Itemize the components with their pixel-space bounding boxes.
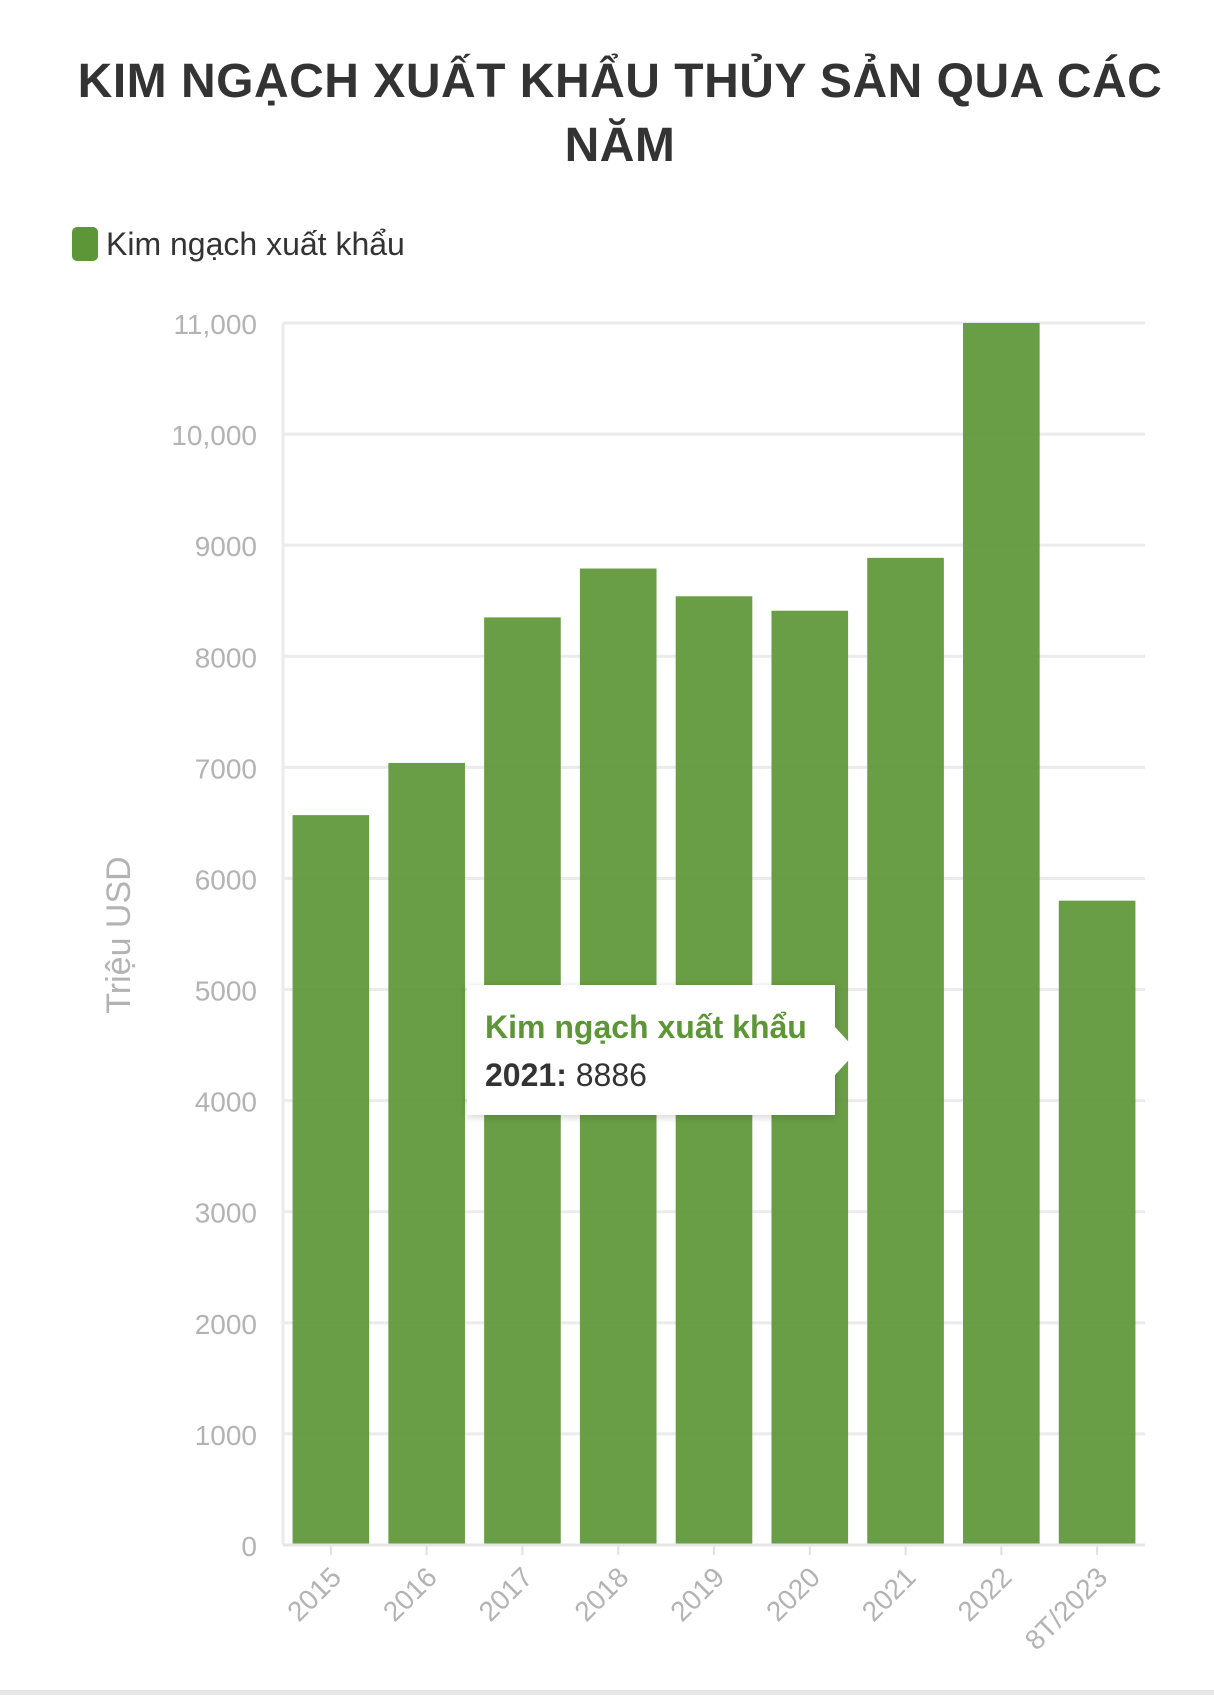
y-tick-label: 9000 (195, 531, 257, 562)
x-tick-label: 2020 (760, 1561, 826, 1627)
y-tick-label: 5000 (195, 976, 257, 1007)
tooltip-category: 2021: (485, 1057, 567, 1093)
bar-2016[interactable] (388, 762, 465, 1545)
x-tick-label: 2022 (952, 1561, 1018, 1627)
bars (292, 323, 1136, 1545)
x-tick-label: 2016 (377, 1561, 443, 1627)
chart-title: KIM NGẠCH XUẤT KHẨU THỦY SẢN QUA CÁC NĂM (77, 55, 1163, 172)
y-tick-label: 10,000 (171, 420, 257, 451)
bar-2022[interactable] (963, 323, 1040, 1545)
legend-label: Kim ngạch xuất khẩu (106, 225, 405, 262)
tooltip-series-name: Kim ngạch xuất khẩu (485, 1009, 807, 1045)
x-tick-label: 2017 (473, 1561, 539, 1627)
x-tick-label: 2021 (856, 1561, 922, 1627)
x-tick-label: 8T/2023 (1019, 1561, 1114, 1656)
x-tick-label: 2019 (664, 1561, 730, 1627)
bottom-divider (0, 1690, 1214, 1695)
tooltip-value: 8886 (575, 1057, 647, 1093)
y-tick-label: 3000 (195, 1198, 257, 1229)
x-tick-label: 2015 (281, 1561, 347, 1627)
y-axis-label: Triệu USD (100, 856, 138, 1013)
y-tick-label: 4000 (195, 1087, 257, 1118)
y-tick-label: 0 (241, 1531, 257, 1562)
legend-swatch (72, 227, 98, 261)
x-tick-label: 2018 (568, 1561, 634, 1627)
bar-2015[interactable] (292, 815, 370, 1545)
y-tick-label: 1000 (195, 1420, 257, 1451)
y-tick-label: 2000 (195, 1309, 257, 1340)
legend-item[interactable]: Kim ngạch xuất khẩu (72, 222, 405, 266)
y-tick-label: 8000 (195, 642, 257, 673)
y-tick-label: 7000 (195, 753, 257, 784)
bar-2021[interactable] (867, 557, 944, 1545)
tooltip: Kim ngạch xuất khẩu 2021: 8886 (467, 985, 857, 1115)
bar-8t-2023[interactable] (1058, 900, 1136, 1545)
y-tick-labels: 0 1000 2000 3000 4000 5000 6000 7000 8000 9000 10,… (171, 309, 257, 1562)
x-tick-labels: 2015 2016 2017 2018 2019 2020 2021 2022 8T/2023 (281, 1543, 1145, 1656)
y-tick-label: 11,000 (173, 309, 257, 340)
y-tick-label: 6000 (195, 864, 257, 895)
tooltip-row: 2021: 8886 (485, 1049, 819, 1101)
